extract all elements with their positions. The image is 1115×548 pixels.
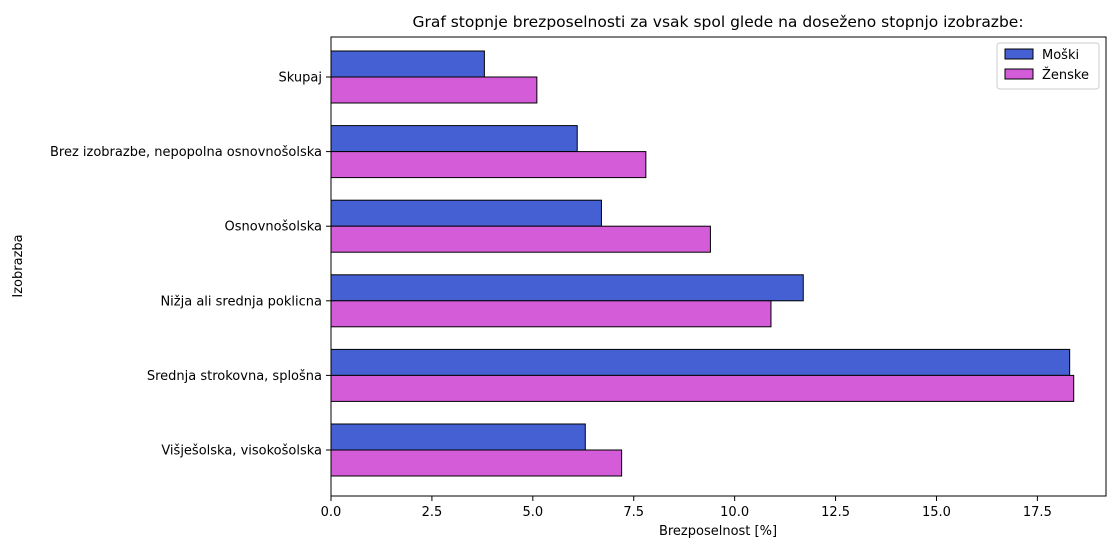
y-axis: Skupaj Brez izobrazbe, nepopolna osnovnoš…: [50, 71, 331, 459]
y-tick-label: Osnovnošolska: [225, 220, 322, 235]
legend-swatch-moski: [1004, 48, 1034, 60]
bars-layer: [330, 50, 1075, 477]
bar-zenske-1: [330, 151, 647, 179]
bar-zenske-5: [330, 449, 623, 477]
y-tick-label: Nižja ali srednja poklicna: [160, 294, 322, 309]
bar-zenske-4: [330, 374, 1075, 402]
chart-title: Graf stopnje brezposelnosti za vsak spol…: [412, 13, 1023, 31]
x-tick-label: 5.0: [522, 505, 543, 520]
x-tick-label: 0.0: [321, 505, 342, 520]
bar-zenske-3: [330, 300, 772, 328]
y-axis-label: Izobrazba: [11, 234, 26, 297]
bar-moski-1: [330, 125, 578, 153]
x-axis-label: Brezposelnost [%]: [659, 524, 777, 539]
bar-moski-3: [330, 274, 804, 302]
legend-label-moski: Moški: [1042, 48, 1079, 63]
x-tick-label: 17.5: [1023, 505, 1052, 520]
legend-label-zenske: Ženske: [1042, 67, 1089, 83]
legend-swatch-zenske: [1004, 68, 1034, 80]
y-tick-label: Brez izobrazbe, nepopolna osnovnošolska: [50, 145, 322, 160]
x-tick-label: 7.5: [623, 505, 644, 520]
x-tick-label: 10.0: [720, 505, 749, 520]
y-tick-label: Višješolska, visokošolska: [161, 444, 322, 459]
x-axis: 0.0 2.5 5.0 7.5 10.0 12.5 15.0 17.5: [321, 496, 1052, 520]
bar-moski-2: [330, 199, 602, 227]
bar-moski-4: [330, 348, 1071, 376]
y-tick-label: Srednja strokovna, splošna: [147, 369, 322, 384]
x-tick-label: 2.5: [422, 505, 443, 520]
bar-moski-5: [330, 423, 586, 451]
legend: Moški Ženske: [996, 42, 1100, 90]
bar-zenske-0: [330, 76, 538, 104]
y-tick-label: Skupaj: [279, 71, 322, 86]
x-tick-label: 12.5: [821, 505, 850, 520]
plot-frame: [330, 36, 1107, 497]
bar-moski-0: [330, 50, 485, 78]
bar-zenske-2: [330, 225, 711, 253]
x-tick-label: 15.0: [922, 505, 951, 520]
